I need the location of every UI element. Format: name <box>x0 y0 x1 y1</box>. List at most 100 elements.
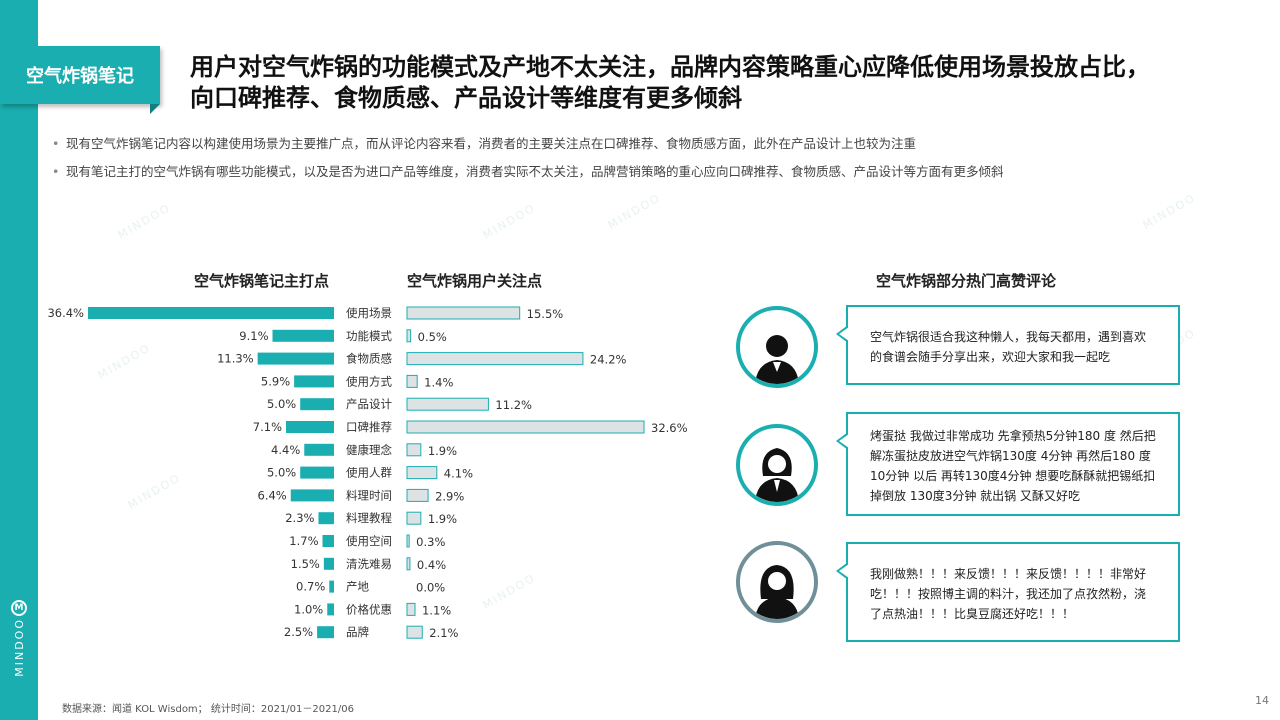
left-data-label: 5.0% <box>267 466 296 480</box>
left-bar <box>304 443 334 456</box>
right-bar <box>406 602 416 616</box>
left-data-label: 6.4% <box>258 488 287 502</box>
female-user-icon <box>755 565 799 619</box>
left-bar <box>318 512 334 525</box>
page-title: 用户对空气炸锅的功能模式及产地不太关注，品牌内容策略重心应降低使用场景投放占比，… <box>190 52 1260 114</box>
section-tag: 空气炸锅笔记 <box>0 46 160 114</box>
right-data-label: 2.1% <box>429 626 458 640</box>
right-data-label: 2.9% <box>435 489 464 503</box>
left-bar <box>317 626 334 639</box>
right-data-label: 1.9% <box>428 444 457 458</box>
user-avatar <box>736 424 818 506</box>
category-label: 产地 <box>346 580 369 594</box>
left-data-label: 9.1% <box>239 329 268 343</box>
left-data-label: 36.4% <box>47 306 84 320</box>
left-data-label: 5.9% <box>261 374 290 388</box>
right-data-label: 1.9% <box>428 512 457 526</box>
left-data-label: 1.7% <box>289 534 318 548</box>
bullet-list: 现有空气炸锅笔记内容以构建使用场景为主要推广点，而从评论内容来看，消费者的主要关… <box>50 132 1250 188</box>
right-bar <box>406 397 489 411</box>
right-data-label: 15.5% <box>527 307 564 321</box>
left-data-label: 1.5% <box>291 557 320 571</box>
left-bar <box>300 398 334 411</box>
left-bar <box>300 466 334 479</box>
review-card: 烤蛋挞 我做过非常成功 先拿预热5分钟180 度 然后把解冻蛋挞皮放进空气炸锅1… <box>836 412 1180 516</box>
right-data-label: 1.4% <box>424 375 453 389</box>
category-label: 使用人群 <box>346 466 392 480</box>
right-bar <box>406 534 410 548</box>
category-label: 清洗难易 <box>346 557 392 571</box>
male-user-icon <box>755 335 799 384</box>
category-label: 料理时间 <box>346 488 392 502</box>
right-bar <box>406 443 422 457</box>
left-data-label: 5.0% <box>267 397 296 411</box>
review-text: 烤蛋挞 我做过非常成功 先拿预热5分钟180 度 然后把解冻蛋挞皮放进空气炸锅1… <box>870 429 1156 503</box>
left-sidebar-band: M MINDOO <box>0 0 38 720</box>
reviews-title: 空气炸锅部分热门高赞评论 <box>876 272 1057 290</box>
page-number: 14 <box>1255 694 1269 707</box>
right-bar <box>406 488 429 502</box>
category-label: 使用方式 <box>346 374 392 388</box>
category-label: 料理教程 <box>346 511 392 525</box>
review-card: 我刚做熟！！！来反馈！！！来反馈！！！！非常好吃！！！按照博主调的料汁，我还加了… <box>836 542 1180 642</box>
review-card: 空气炸锅很适合我这种懒人，我每天都用，遇到喜欢的食谱会随手分享出来，欢迎大家和我… <box>836 305 1180 385</box>
left-bar <box>88 307 334 319</box>
right-bar <box>406 557 411 571</box>
user-avatar <box>736 306 818 388</box>
left-data-label: 11.3% <box>217 352 254 366</box>
right-bar <box>406 511 422 525</box>
bullet-item: 现有笔记主打的空气炸锅有哪些功能模式，以及是否为进口产品等维度，消费者实际不太关… <box>50 160 1250 188</box>
category-label: 使用空间 <box>346 534 392 548</box>
left-bar <box>290 489 334 502</box>
category-label: 口碑推荐 <box>346 420 392 434</box>
right-data-label: 24.2% <box>590 353 627 367</box>
right-data-label: 0.5% <box>418 330 447 344</box>
right-data-label: 0.3% <box>416 535 445 549</box>
brand-m-icon: M <box>11 600 27 616</box>
brand-logo: M MINDOO <box>2 600 36 700</box>
left-bar <box>257 352 334 365</box>
right-data-label: 0.0% <box>416 581 445 595</box>
left-bar <box>286 421 334 433</box>
title-line-2: 向口碑推荐、食物质感、产品设计等维度有更多倾斜 <box>190 84 742 112</box>
category-label: 健康理念 <box>346 443 392 457</box>
right-bar <box>406 466 438 480</box>
right-data-label: 1.1% <box>422 603 451 617</box>
category-label: 价格优惠 <box>346 602 392 616</box>
data-source-note: 数据来源：闻道 KOL Wisdom； 统计时间：2021/01－2021/06 <box>62 704 354 715</box>
right-data-label: 11.2% <box>495 398 532 412</box>
left-bar <box>329 580 334 593</box>
left-data-label: 2.5% <box>284 625 313 639</box>
bullet-item: 现有空气炸锅笔记内容以构建使用场景为主要推广点，而从评论内容来看，消费者的主要关… <box>50 132 1250 160</box>
watermark: MINDOO <box>1140 191 1199 232</box>
left-bar <box>272 329 334 342</box>
bar-chart: 36.4% 使用场景 15.5% 9.1% 功能模式 0.5% 11.3% 食物质感 24.2%… <box>47 306 688 640</box>
right-chart-title: 空气炸锅用户关注点 <box>407 272 543 290</box>
left-data-label: 2.3% <box>285 511 314 525</box>
left-data-label: 4.4% <box>271 443 300 457</box>
title-line-1: 用户对空气炸锅的功能模式及产地不太关注，品牌内容策略重心应降低使用场景投放占比， <box>190 53 1150 81</box>
category-label: 产品设计 <box>346 397 392 411</box>
user-avatar <box>736 541 818 623</box>
category-label: 品牌 <box>346 625 369 639</box>
right-bar <box>406 329 412 343</box>
right-bar <box>406 420 645 434</box>
review-text: 空气炸锅很适合我这种懒人，我每天都用，遇到喜欢的食谱会随手分享出来，欢迎大家和我… <box>870 330 1147 364</box>
category-label: 使用场景 <box>346 306 392 320</box>
left-bar <box>294 375 334 388</box>
left-data-label: 7.1% <box>253 420 282 434</box>
right-data-label: 0.4% <box>417 558 446 572</box>
left-data-label: 0.7% <box>296 580 325 594</box>
category-label: 食物质感 <box>346 352 392 366</box>
left-bar <box>327 603 334 616</box>
right-bar <box>406 374 418 388</box>
right-data-label: 32.6% <box>651 421 688 435</box>
review-text: 我刚做熟！！！来反馈！！！来反馈！！！！非常好吃！！！按照博主调的料汁，我还加了… <box>870 567 1147 621</box>
right-bar <box>406 352 584 366</box>
category-label: 功能模式 <box>346 329 392 343</box>
left-bar <box>322 535 334 547</box>
female-user-icon <box>755 448 799 502</box>
right-bar <box>406 306 521 320</box>
right-bar <box>406 625 423 639</box>
right-data-label: 4.1% <box>444 467 473 481</box>
